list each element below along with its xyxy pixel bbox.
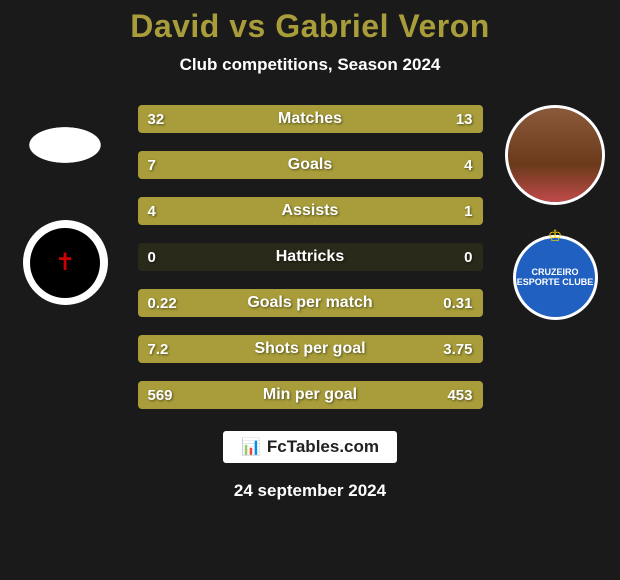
stat-row: 74Goals xyxy=(138,151,483,179)
stat-label: Goals xyxy=(138,156,483,174)
player-photo-left xyxy=(15,120,115,170)
stat-label: Hattricks xyxy=(138,248,483,266)
player-photo-right xyxy=(505,105,605,205)
page-subtitle: Club competitions, Season 2024 xyxy=(180,55,441,75)
right-player-column: ♔ CRUZEIRO ESPORTE CLUBE xyxy=(500,105,610,320)
club-logo-left xyxy=(23,220,108,305)
stat-bars: 3213Matches 74Goals 41Assists 00Hattricks 0.… xyxy=(138,105,483,409)
footer-date: 24 september 2024 xyxy=(234,481,386,501)
watermark: 📊 FcTables.com xyxy=(223,431,397,463)
crown-icon: ♔ xyxy=(548,226,562,246)
stat-row: 569453Min per goal xyxy=(138,381,483,409)
stat-row: 00Hattricks xyxy=(138,243,483,271)
stat-label: Min per goal xyxy=(138,386,483,404)
stat-row: 3213Matches xyxy=(138,105,483,133)
stat-row: 0.220.31Goals per match xyxy=(138,289,483,317)
stat-label: Shots per goal xyxy=(138,340,483,358)
club-logo-right: ♔ CRUZEIRO ESPORTE CLUBE xyxy=(513,235,598,320)
stat-row: 7.23.75Shots per goal xyxy=(138,335,483,363)
chart-icon: 📊 xyxy=(241,437,261,457)
watermark-text: FcTables.com xyxy=(267,437,379,457)
stat-label: Assists xyxy=(138,202,483,220)
club-logo-right-text: CRUZEIRO ESPORTE CLUBE xyxy=(516,268,595,288)
stat-label: Goals per match xyxy=(138,294,483,312)
face-placeholder-icon xyxy=(508,108,602,202)
page-title: David vs Gabriel Veron xyxy=(130,8,490,45)
comparison-card: David vs Gabriel Veron Club competitions… xyxy=(0,0,620,580)
stats-area: ♔ CRUZEIRO ESPORTE CLUBE 3213Matches 74Go… xyxy=(0,105,620,409)
stat-row: 41Assists xyxy=(138,197,483,225)
left-player-column xyxy=(10,105,120,305)
stat-label: Matches xyxy=(138,110,483,128)
